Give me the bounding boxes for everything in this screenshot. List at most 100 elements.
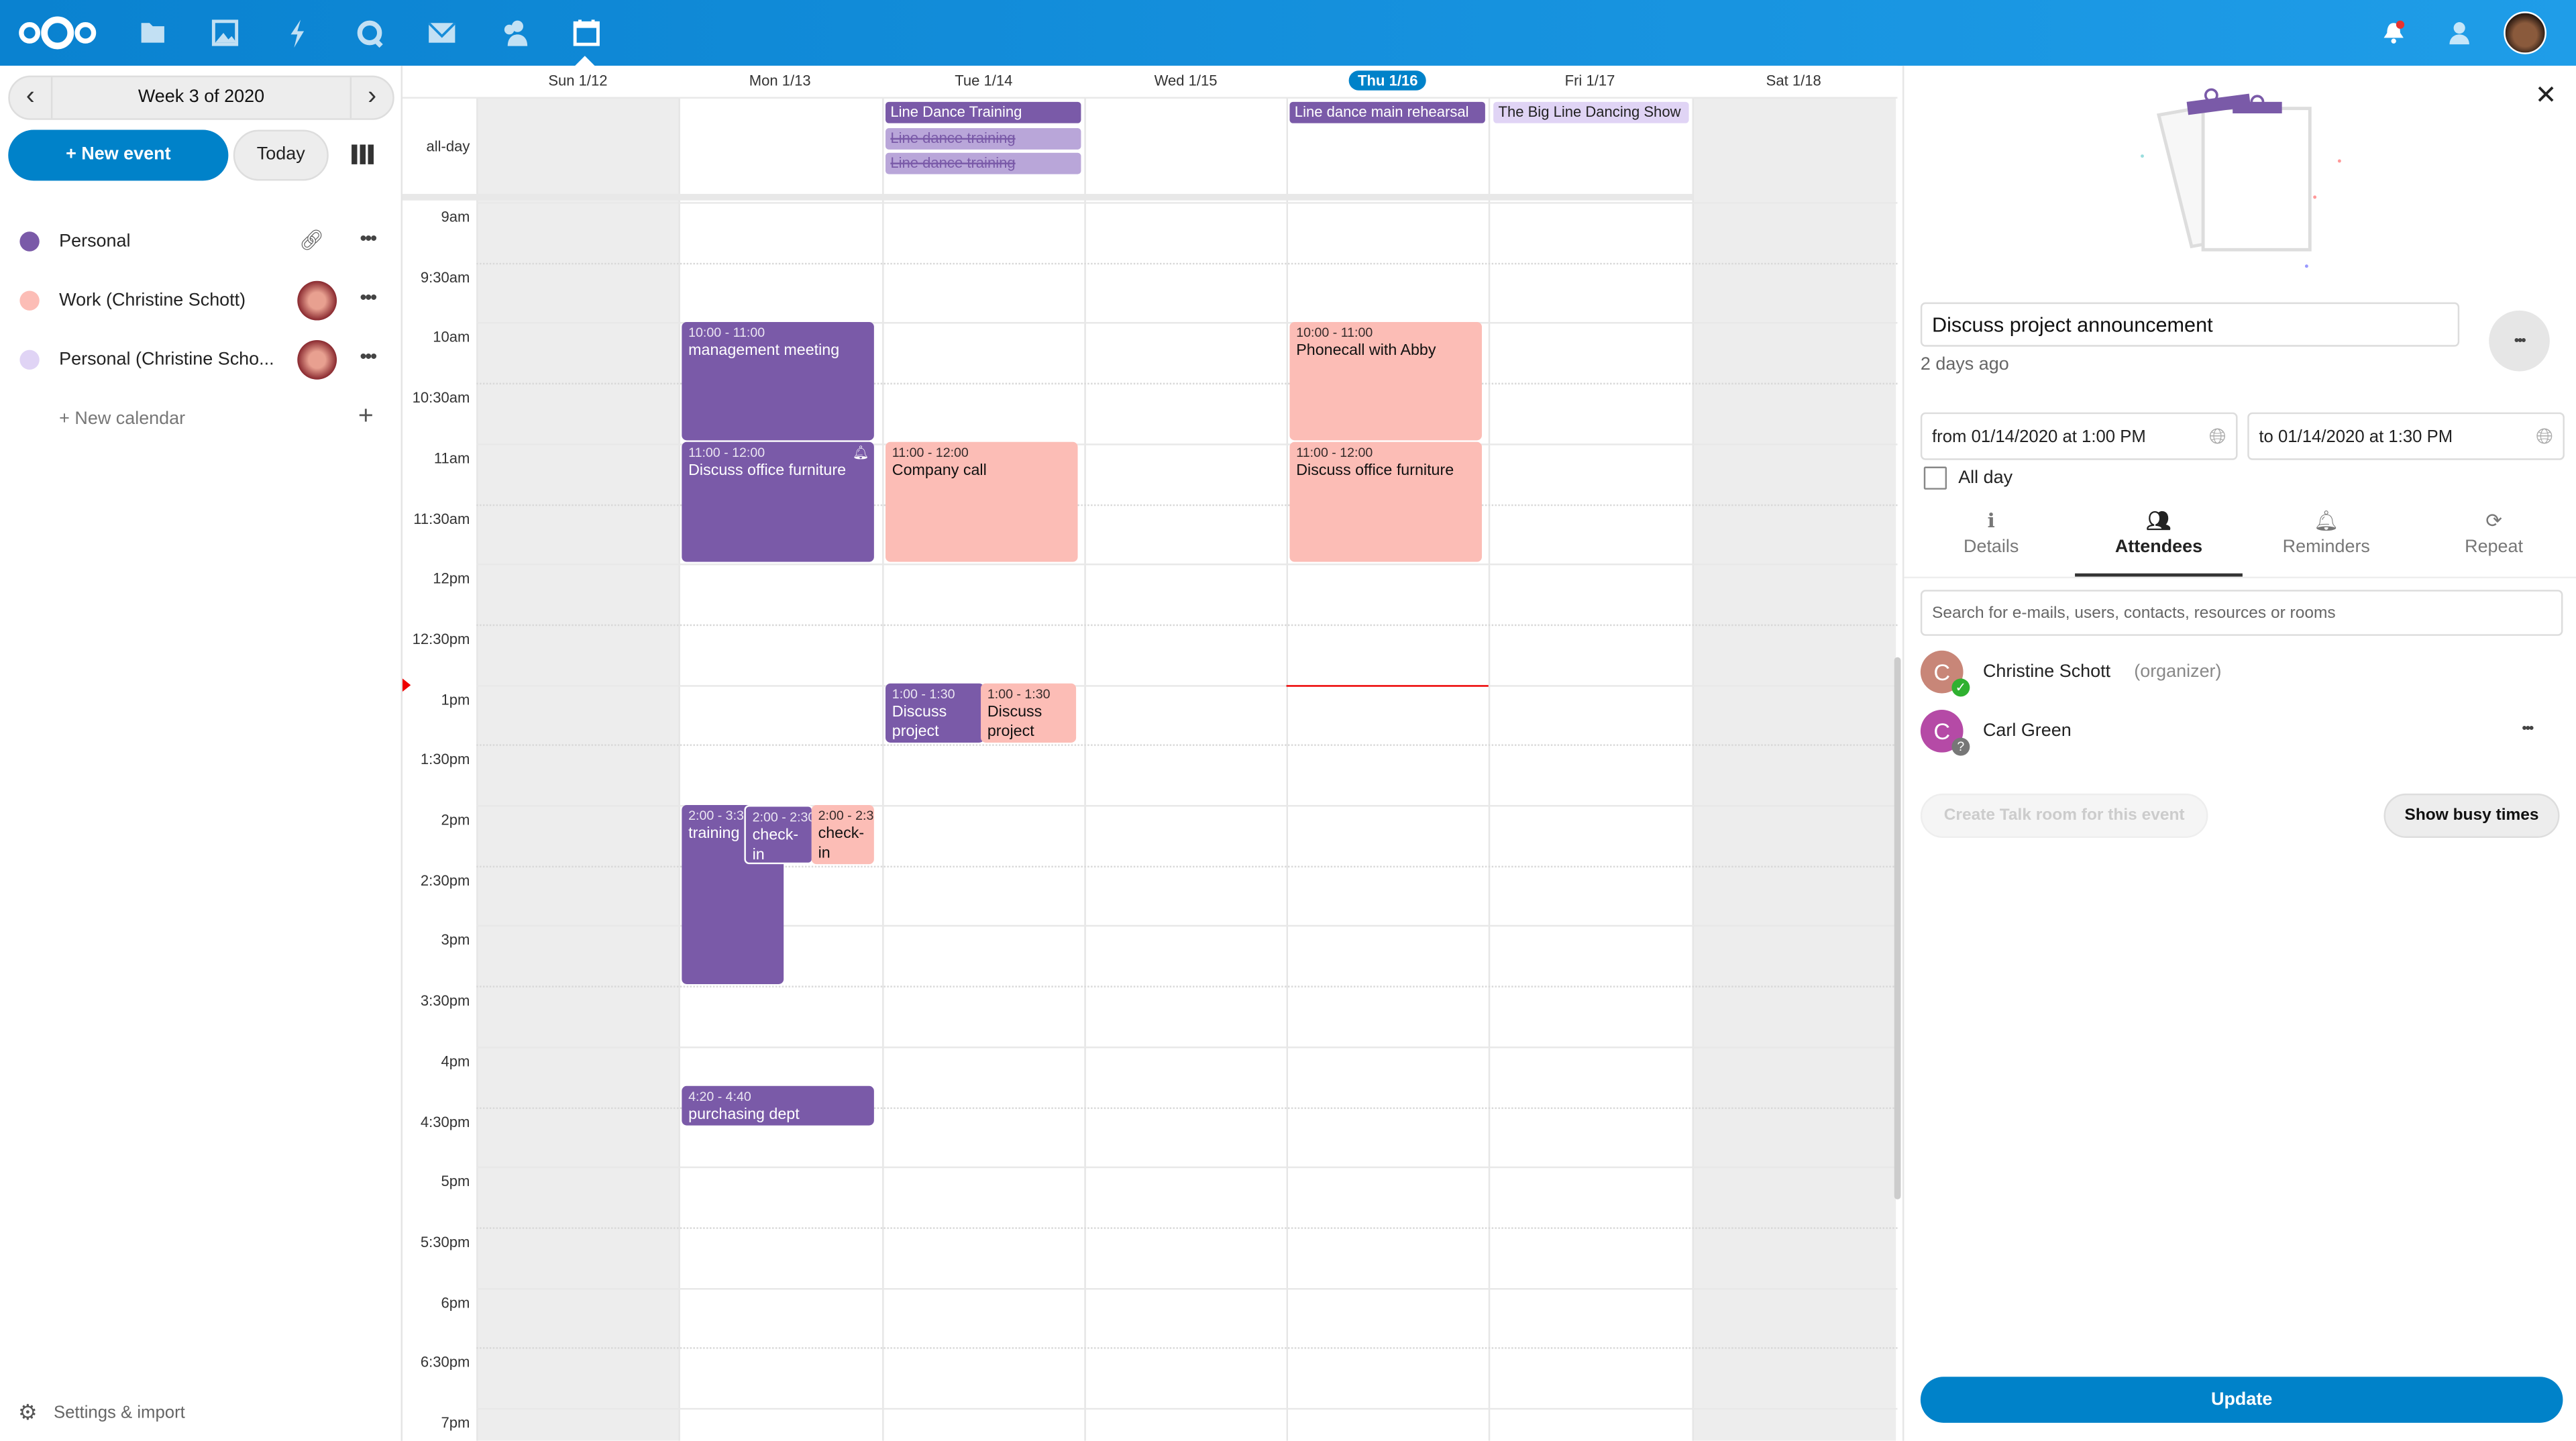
time-label: 9am: [441, 209, 470, 225]
calendar-item-personal-shared[interactable]: Personal (Christine Scho... •••: [16, 339, 386, 380]
create-talk-room-button[interactable]: Create Talk room for this event: [1920, 793, 2208, 838]
event-time: 11:00 - 12:00: [892, 445, 969, 460]
timezone-globe-icon[interactable]: 🌐︎: [2208, 423, 2226, 449]
nextcloud-logo[interactable]: [16, 15, 98, 51]
all-day-event[interactable]: Line dance training: [885, 128, 1081, 150]
more-options-icon[interactable]: •••: [360, 286, 377, 309]
activity-icon[interactable]: [281, 16, 314, 49]
tab-reminders[interactable]: 🔔︎ Reminders: [2243, 509, 2410, 557]
previous-week-button[interactable]: ‹: [10, 77, 53, 119]
contacts-menu-icon[interactable]: [2443, 16, 2476, 49]
scrollbar[interactable]: [1894, 657, 1901, 1199]
user-avatar[interactable]: [2504, 11, 2546, 54]
time-gridline: [476, 925, 1898, 928]
day-header[interactable]: Wed 1/15: [1154, 72, 1218, 89]
day-column[interactable]: [476, 97, 680, 1441]
notifications-icon[interactable]: [2377, 16, 2410, 49]
day-column[interactable]: [1286, 97, 1489, 1441]
new-calendar-button[interactable]: + New calendar +: [16, 399, 386, 439]
start-date-input[interactable]: from 01/14/2020 at 1:00 PM 🌐︎: [1920, 412, 2238, 460]
unknown-status-icon: ?: [1951, 737, 1970, 756]
timezone-globe-icon[interactable]: 🌐︎: [2536, 423, 2553, 449]
time-label: 5:30pm: [420, 1233, 470, 1250]
calendar-item-personal[interactable]: Personal 🔗︎ •••: [16, 222, 386, 262]
today-button[interactable]: Today: [233, 129, 329, 181]
event-illustration: [2134, 82, 2347, 271]
all-day-event[interactable]: Line Dance Training: [885, 101, 1081, 123]
day-header[interactable]: Fri 1/17: [1564, 72, 1615, 89]
settings-button[interactable]: ⚙ Settings & import: [18, 1400, 185, 1426]
calendar-event[interactable]: 10:00 - 11:00 Phonecall with Abby: [1289, 322, 1482, 441]
all-day-event[interactable]: The Big Line Dancing Show: [1493, 101, 1689, 123]
time-label: 12pm: [433, 570, 470, 587]
day-column[interactable]: [1692, 97, 1895, 1441]
time-label: 1:30pm: [420, 751, 470, 768]
attendee-search-input[interactable]: Search for e-mails, users, contacts, res…: [1920, 590, 2563, 636]
time-label: 6pm: [441, 1293, 470, 1311]
day-column[interactable]: [1488, 97, 1691, 1441]
info-icon: i: [1987, 509, 1995, 533]
header-divider: [402, 97, 1898, 99]
week-label[interactable]: Week 3 of 2020: [138, 87, 265, 107]
all-day-label: all-day: [426, 138, 470, 155]
event-title: purchasing dept: [688, 1106, 800, 1124]
talk-icon[interactable]: [354, 16, 386, 49]
calendar-event[interactable]: 10:00 - 11:00 management meeting: [682, 322, 874, 441]
tab-attendees[interactable]: 👥︎ Attendees: [2075, 509, 2243, 577]
more-options-icon[interactable]: •••: [360, 226, 377, 250]
more-actions-button[interactable]: •••: [2489, 310, 2550, 372]
time-label: 4:30pm: [420, 1113, 470, 1130]
calendar-name: Work (Christine Schott): [59, 290, 246, 311]
all-day-checkbox[interactable]: [1923, 466, 1947, 490]
close-icon[interactable]: ✕: [2534, 82, 2557, 111]
all-day-event[interactable]: Line dance training: [885, 152, 1081, 174]
day-header[interactable]: Thu 1/16: [1287, 66, 1489, 97]
files-icon[interactable]: [136, 16, 169, 49]
attendee-row[interactable]: C ? Carl Green •••: [1920, 709, 2563, 762]
day-column[interactable]: [882, 97, 1085, 1441]
plus-icon[interactable]: +: [358, 403, 374, 431]
attendee-row[interactable]: C ✓ Christine Schott (organizer): [1920, 650, 2563, 703]
show-busy-times-button[interactable]: Show busy times: [2383, 793, 2560, 838]
all-day-label[interactable]: All day: [1958, 468, 2013, 488]
calendar-event[interactable]: 11:00 - 12:00 Company call: [885, 441, 1078, 562]
tab-details[interactable]: i Details: [1907, 509, 2075, 557]
day-column[interactable]: [678, 97, 881, 1441]
event-time: 1:00 - 1:30: [987, 686, 1051, 702]
mail-icon[interactable]: [425, 16, 458, 49]
time-label: 6:30pm: [420, 1354, 470, 1371]
time-label: 3:30pm: [420, 992, 470, 1009]
next-week-button[interactable]: ›: [350, 77, 393, 119]
calendar-event[interactable]: 4:20 - 4:40 purchasing dept: [682, 1085, 874, 1126]
day-header[interactable]: Tue 1/14: [955, 72, 1013, 89]
calendar-event[interactable]: 11:00 - 12:00 Discuss office furniture: [1289, 441, 1482, 562]
calendar-event[interactable]: 11:00 - 12:00 Discuss office furniture 🔔︎: [682, 441, 874, 562]
more-options-icon[interactable]: •••: [360, 345, 377, 368]
day-header[interactable]: Sun 1/12: [548, 72, 608, 89]
event-title-input[interactable]: Discuss project announcement: [1920, 302, 2460, 347]
day-header[interactable]: Mon 1/13: [749, 72, 811, 89]
time-gridline: [476, 1046, 1898, 1048]
time-gridline: [476, 985, 1898, 988]
update-button[interactable]: Update: [1920, 1377, 2563, 1423]
calendar-icon[interactable]: [570, 16, 603, 49]
view-switcher-icon[interactable]: [352, 144, 375, 164]
time-label: 7pm: [441, 1414, 470, 1432]
attendee-more-icon[interactable]: •••: [2522, 719, 2534, 737]
contacts-icon[interactable]: [498, 16, 531, 49]
calendar-event[interactable]: 1:00 - 1:30 Discuss project: [981, 683, 1077, 743]
active-app-indicator: [575, 56, 595, 66]
photos-icon[interactable]: [209, 16, 241, 49]
all-day-event[interactable]: Line dance main rehearsal: [1289, 101, 1485, 123]
share-link-icon[interactable]: 🔗︎: [299, 228, 325, 252]
day-header[interactable]: Sat 1/18: [1766, 72, 1821, 89]
day-column[interactable]: [1084, 97, 1287, 1441]
tab-repeat[interactable]: ⟳ Repeat: [2410, 509, 2576, 557]
new-event-button[interactable]: + New event: [8, 129, 229, 181]
calendar-item-work[interactable]: Work (Christine Schott) •••: [16, 280, 386, 321]
time-gridline: [476, 1106, 1898, 1108]
end-date-input[interactable]: to 01/14/2020 at 1:30 PM 🌐︎: [2247, 412, 2565, 460]
